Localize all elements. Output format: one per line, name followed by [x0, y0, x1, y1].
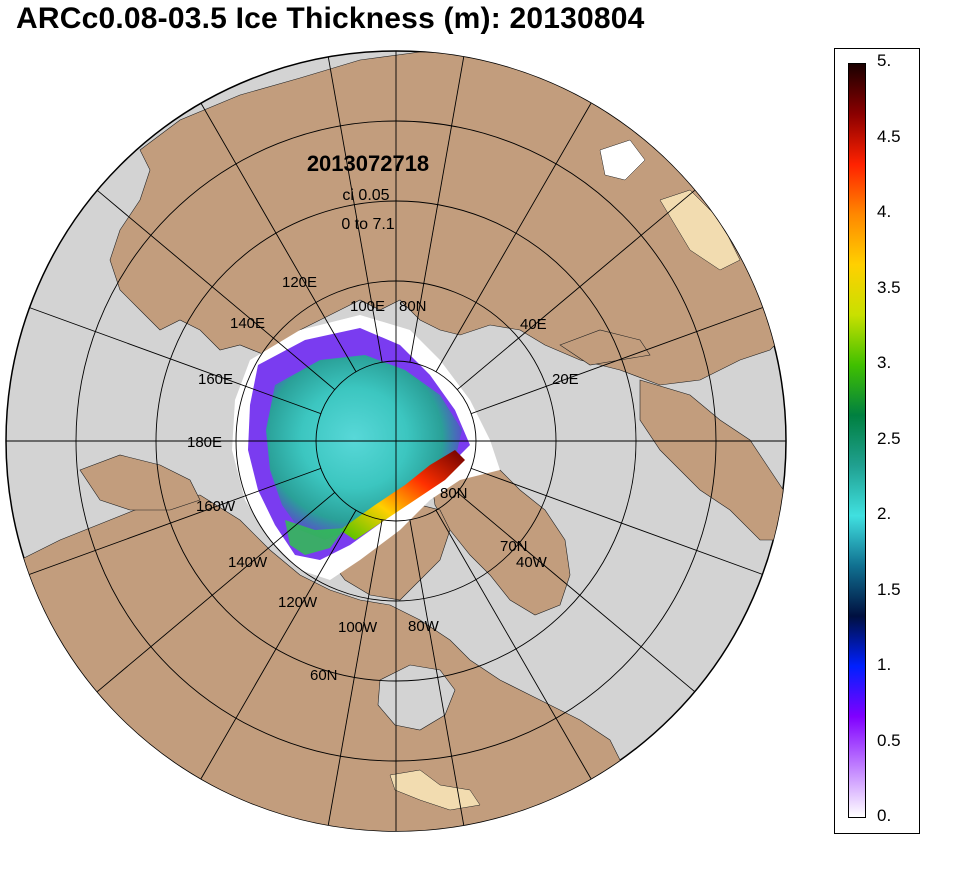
alaska-land	[79, 454, 201, 511]
meridian-line	[456, 189, 696, 390]
lon-label: 20E	[552, 371, 579, 388]
ice-main-cyan	[266, 355, 462, 540]
colorbar	[848, 63, 866, 818]
meridian-line	[327, 519, 383, 826]
lon-label: 140W	[228, 554, 268, 571]
meridian-line	[200, 103, 357, 372]
lon-label: 160E	[198, 371, 233, 388]
lon-label: 140E	[230, 315, 265, 332]
meridian-line	[29, 307, 321, 415]
greenland-land	[429, 454, 571, 616]
meridian-line	[409, 56, 465, 363]
meridian-line	[435, 103, 592, 372]
east-lake	[659, 189, 741, 271]
lat-label: 80N	[440, 485, 468, 502]
lat-label: 80N	[399, 298, 427, 315]
graticule	[6, 51, 786, 831]
stamp-datetime: 2013072718	[307, 151, 429, 176]
meridian-line	[471, 307, 763, 415]
stamp-range: 0 to 7.1	[341, 216, 394, 233]
grid-labels: 120E 140E 160E 180E 160W 140W 120W 100W …	[187, 274, 579, 684]
meridian-line	[96, 492, 336, 693]
lon-label: 100W	[338, 619, 378, 636]
colorbar-tick-label: 4.	[877, 202, 892, 221]
lon-label: 120W	[278, 594, 318, 611]
novaya-zemlya	[559, 329, 651, 366]
lon-label: 120E	[282, 274, 317, 291]
colorbar-tick-label: 1.	[877, 655, 892, 674]
meridian-line	[435, 510, 592, 779]
colorbar-tick-label: 1.5	[877, 579, 901, 599]
lon-label: 180E	[187, 434, 222, 451]
meridian-line	[409, 519, 465, 826]
lon-label: 80W	[408, 618, 440, 635]
lon-label: 100E	[350, 298, 385, 315]
colorbar-tick-label: 2.5	[877, 428, 901, 448]
lat-label: 60N	[310, 667, 338, 684]
white-patch	[599, 139, 646, 181]
colorbar-tick-label: 3.	[877, 353, 892, 372]
ice-green-edge	[285, 520, 345, 555]
map-title: ARCc0.08-03.5 Ice Thickness (m): 2013080…	[16, 2, 645, 35]
colorbar-tick-label: 0.	[877, 806, 892, 825]
meridian-line	[29, 467, 321, 575]
stamp-ci: ci 0.05	[342, 187, 389, 204]
lon-label: 40E	[520, 316, 547, 333]
great-lakes	[389, 769, 481, 811]
run-stamp: 2013072718 ci 0.05 0 to 7.1	[307, 151, 429, 233]
meridian-line	[200, 510, 357, 779]
colorbar-tick-label: 5.	[877, 51, 892, 70]
meridian-line	[96, 189, 336, 390]
lat-label: 70N	[500, 538, 528, 555]
meridian-line	[456, 492, 696, 693]
colorbar-tick-label: 0.5	[877, 730, 901, 750]
colorbar-tick-label: 4.5	[877, 126, 901, 146]
lon-label: 40W	[516, 554, 548, 571]
lon-label: 160W	[196, 498, 236, 515]
colorbar-tick-label: 2.	[877, 504, 892, 523]
colorbar-tick-label: 3.5	[877, 277, 901, 297]
meridian-line	[471, 467, 763, 575]
meridian-line	[327, 56, 383, 363]
